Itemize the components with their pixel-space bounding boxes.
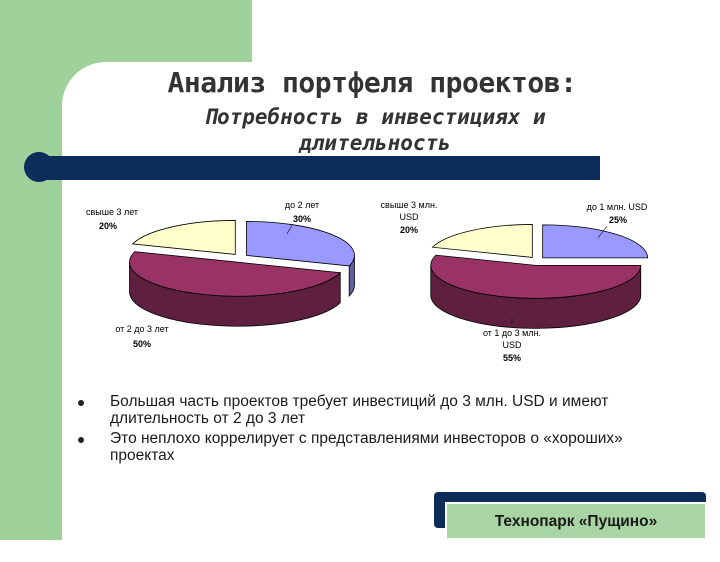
slice-label-over-3m: свыше 3 млн. — [381, 200, 438, 210]
slice-percent-over-3-years: 20% — [99, 221, 117, 231]
slice-label-1-to-3m: от 1 до 3 млн. — [483, 328, 541, 338]
bullet-dot-icon — [78, 400, 84, 406]
slice-label-over-3-years: свыше 3 лет — [86, 207, 138, 217]
slice-label-2-to-3-years: от 2 до 3 лет — [115, 324, 168, 334]
bullet-text: Большая часть проектов требует инвестици… — [110, 393, 609, 427]
pie-slice-2 — [430, 254, 642, 299]
slice-label-up-to-2-years: до 2 лет — [285, 200, 319, 210]
pie-slice-3 — [131, 220, 236, 255]
pie-slice-3 — [431, 224, 533, 258]
slice-label-1-to-3m-unit: USD — [502, 340, 522, 350]
bullet-item: Это неплохо коррелирует с представлениям… — [72, 430, 672, 464]
bullet-dot-icon — [78, 437, 84, 443]
slide-title: Анализ портфеля проектов: — [167, 66, 577, 99]
subtitle-line-2: длительность — [299, 131, 451, 155]
slice-label-over-3m-unit: USD — [399, 212, 419, 222]
slice-percent-2-to-3-years: 50% — [133, 339, 151, 349]
pie-charts: до 2 лет 30% свыше 3 лет 20% от 2 до 3 л… — [86, 200, 649, 363]
pie-chart-investment — [430, 224, 649, 329]
leader-line-up-to-2-years — [286, 224, 293, 235]
subtitle-line-1: Потребность в инвестициях и — [204, 105, 546, 129]
left-stripe-decoration — [0, 138, 62, 540]
pie-slice-1 — [542, 224, 649, 259]
bullet-text: Это неплохо коррелирует с представлениям… — [110, 430, 623, 464]
pie-slice-1 — [246, 221, 355, 267]
bullet-item: Большая часть проектов требует инвестици… — [72, 393, 672, 427]
slice-percent-over-3m: 20% — [400, 225, 418, 235]
pie-slice-2 — [129, 251, 342, 297]
footer-label: Технопарк «Пущино» — [445, 502, 707, 540]
slice-percent-1-to-3m: 55% — [503, 353, 521, 363]
slice-percent-up-to-1m: 25% — [609, 215, 627, 225]
title-underline-bar — [36, 156, 600, 180]
bullet-list: Большая часть проектов требует инвестици… — [72, 393, 672, 467]
slice-percent-up-to-2-years: 30% — [293, 214, 311, 224]
title-bar-knob — [24, 152, 54, 182]
leader-line-up-to-1m — [597, 225, 608, 239]
slice-label-up-to-1m: до 1 млн. USD — [587, 202, 648, 212]
slide-subtitle: Потребность в инвестициях и длительность — [110, 104, 640, 156]
pie-chart-duration — [129, 220, 355, 327]
